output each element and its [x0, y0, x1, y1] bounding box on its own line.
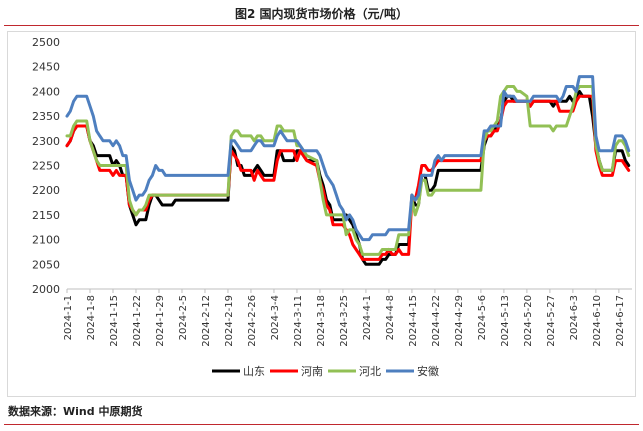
y-tick-label: 2100 [32, 234, 60, 247]
footer-divider [4, 424, 639, 425]
y-tick-label: 2300 [32, 135, 60, 148]
x-tick-label: 2024-4-29 [454, 295, 465, 347]
x-tick-label: 2024-3-4 [270, 295, 281, 340]
x-tick-label: 2024-6-3 [569, 295, 580, 340]
legend-label-2: 河南 [301, 365, 323, 378]
x-tick-label: 2024-4-15 [408, 295, 419, 347]
x-tick-label: 2024-5-20 [523, 295, 534, 347]
data-source-note: 数据来源：Wind 中原期货 [8, 405, 143, 418]
y-tick-label: 2250 [32, 160, 60, 173]
chart-title: 图2 国内现货市场价格（元/吨） [235, 7, 408, 21]
x-tick-label: 2024-2-12 [201, 295, 212, 347]
series-line-3 [65, 85, 631, 256]
title-divider [4, 25, 639, 26]
x-tick-label: 2024-3-11 [293, 295, 304, 347]
legend-label-4: 安徽 [417, 364, 439, 378]
x-tick-label: 2024-5-13 [500, 295, 511, 347]
chart-frame [7, 31, 636, 397]
x-tick-label: 2024-4-22 [431, 295, 442, 347]
x-tick-label: 2024-2-26 [247, 295, 258, 347]
y-tick-label: 2200 [32, 184, 60, 197]
x-tick-label: 2024-2-5 [178, 295, 189, 340]
x-tick-label: 2024-1-1 [63, 295, 74, 340]
x-tick-label: 2024-1-29 [155, 295, 166, 347]
series-line-4 [65, 75, 631, 242]
y-tick-label: 2050 [32, 258, 60, 271]
x-tick-label: 2024-4-1 [362, 295, 373, 340]
x-tick-label: 2024-5-27 [546, 295, 557, 347]
x-tick-label: 2024-3-18 [316, 295, 327, 347]
legend-label-3: 河北 [359, 365, 381, 378]
legend-label-1: 山东 [243, 365, 265, 378]
x-tick-label: 2024-3-25 [339, 295, 350, 347]
y-tick-label: 2350 [32, 110, 60, 123]
x-tick-label: 2024-4-8 [385, 295, 396, 340]
y-tick-label: 2450 [32, 61, 60, 74]
x-tick-label: 2024-2-19 [224, 295, 235, 347]
x-tick-label: 2024-1-22 [132, 295, 143, 347]
x-tick-label: 2024-5-6 [477, 295, 488, 340]
y-tick-label: 2500 [32, 36, 60, 49]
x-tick-label: 2024-6-10 [592, 295, 603, 347]
x-tick-label: 2024-1-15 [109, 295, 120, 347]
series-line-1 [65, 89, 631, 266]
y-tick-label: 2400 [32, 85, 60, 98]
y-tick-label: 2000 [32, 283, 60, 296]
y-tick-label: 2150 [32, 209, 60, 222]
x-tick-label: 2024-6-17 [615, 295, 626, 347]
x-tick-label: 2024-1-8 [86, 295, 97, 340]
